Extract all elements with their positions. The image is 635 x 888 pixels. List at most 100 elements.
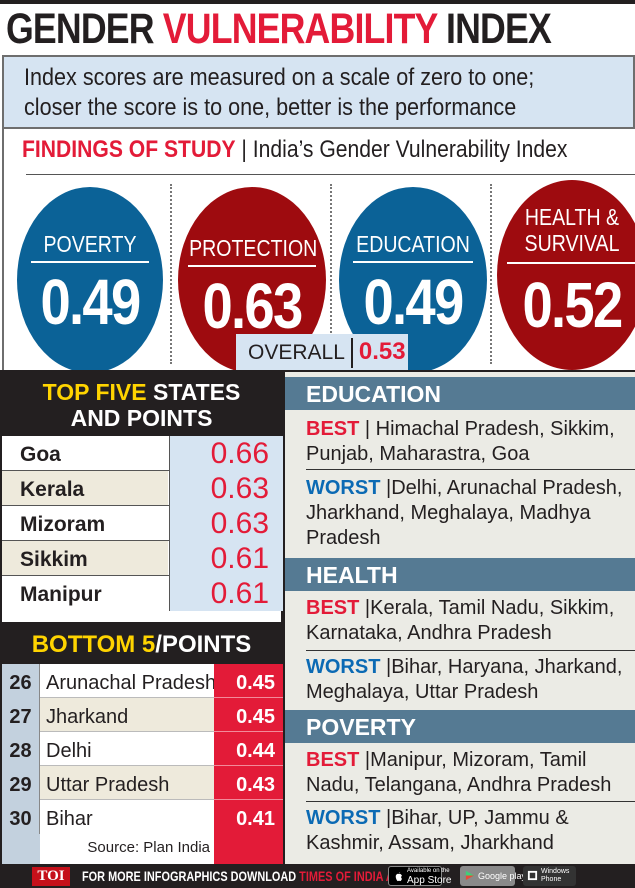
findings-heading: FINDINGS OF STUDY | India’s Gender Vulne…: [22, 136, 567, 164]
page-title: GENDER VULNERABILITY INDEX: [6, 5, 552, 53]
dotted-divider: [170, 184, 172, 364]
top-five-heading: TOP FIVE STATES AND POINTS: [2, 372, 281, 436]
windows-phone-badge[interactable]: Windows Phone: [523, 866, 576, 886]
badge-small-text: Available on the: [407, 868, 450, 874]
overall-label: OVERALL: [248, 341, 345, 364]
circle-label-line-2: SURVIVAL: [524, 230, 620, 256]
table-row: Sikkim 0.61: [2, 541, 283, 576]
findings-label: FINDINGS OF STUDY: [22, 136, 236, 163]
best-label: BEST: [306, 749, 360, 771]
circle-education: EDUCATION 0.49: [339, 187, 487, 373]
footer-text: FOR MORE INFOGRAPHICS DOWNLOAD TIMES OF …: [82, 866, 408, 886]
state-points: 0.66: [169, 436, 283, 471]
top-five-highlight: TOP FIVE: [42, 379, 147, 405]
badge-small-text: Windows: [541, 868, 570, 875]
circle-rule: [353, 261, 473, 263]
circle-value: 0.63: [202, 270, 303, 342]
state-points: 0.63: [169, 471, 283, 506]
best-label: BEST: [306, 597, 360, 619]
worst-label: WORST: [306, 656, 381, 678]
state-name: Jharkand: [40, 698, 214, 732]
circle-rule: [188, 265, 316, 267]
divider: [306, 650, 635, 651]
findings-separator: |: [241, 136, 247, 163]
state-points: 0.63: [169, 506, 283, 541]
circle-value: 0.49: [40, 266, 141, 338]
badge-big-text: App Store: [407, 875, 452, 886]
state-points: 0.44: [214, 732, 283, 766]
state-name: Uttar Pradesh: [40, 766, 214, 800]
best-label: BEST: [306, 418, 360, 440]
state-name: Delhi: [40, 732, 214, 766]
state-name: Mizoram: [20, 513, 106, 536]
table-row: 26 Arunachal Pradesh 0.45: [2, 664, 283, 698]
findings-rule: [26, 174, 635, 175]
source-note: Source: Plan India: [40, 834, 214, 864]
table-row: Mizoram 0.63: [2, 506, 283, 541]
table-row: Kerala 0.63: [2, 471, 283, 506]
state-rank: 29: [2, 766, 40, 800]
circle-label: EDUCATION: [356, 231, 470, 257]
bottom-five-highlight: BOTTOM 5: [31, 631, 156, 658]
worst-states: Delhi, Arunachal Pradesh, Jharkhand, Meg…: [306, 477, 623, 549]
state-points: 0.43: [214, 766, 283, 800]
dotted-divider: [490, 184, 492, 364]
google-play-badge[interactable]: Google play: [460, 866, 527, 886]
overall-separator: [350, 338, 353, 369]
state-points: 0.45: [214, 698, 283, 732]
state-rankings-panel: TOP FIVE STATES AND POINTS Goa 0.66 Kera…: [0, 370, 285, 864]
education-best: BEST | Himachal Pradesh, Sikkim, Punjab,…: [306, 418, 615, 465]
poverty-best: BEST |Manipur, Mizoram, Tamil Nadu, Tela…: [306, 749, 612, 796]
best-states: Himachal Pradesh, Sikkim, Punjab, Mahara…: [306, 418, 615, 465]
footer-text-red: TIMES OF INDIA APP: [299, 868, 409, 884]
divider: [306, 469, 635, 470]
divider: [306, 801, 635, 802]
footer-bar: TOI FOR MORE INFOGRAPHICS DOWNLOAD TIMES…: [0, 864, 635, 888]
best-states: Kerala, Tamil Nadu, Sikkim, Karnataka, A…: [306, 597, 615, 644]
state-name: Manipur: [20, 583, 102, 606]
badge-big-text: Google play: [478, 871, 527, 881]
bottom-five-heading-rest: /POINTS: [155, 631, 252, 658]
intro-line-1: Index scores are measured on a scale of …: [24, 64, 535, 91]
state-rank: 26: [2, 664, 40, 698]
title-part-1: GENDER: [6, 5, 155, 53]
circle-label: PROTECTION: [189, 235, 318, 261]
state-rank: 28: [2, 732, 40, 766]
best-states: Manipur, Mizoram, Tamil Nadu, Telangana,…: [306, 749, 612, 796]
section-heading-health: HEALTH: [285, 558, 635, 591]
findings-section: FINDINGS OF STUDY | India’s Gender Vulne…: [2, 128, 635, 373]
circle-poverty: POVERTY 0.49: [17, 187, 163, 373]
state-name: Kerala: [2, 471, 168, 505]
top-five-heading-rest: STATES: [153, 379, 241, 405]
worst-label: WORST: [306, 807, 381, 829]
state-name: Sikkim: [2, 541, 168, 575]
table-row: Goa 0.66: [2, 436, 283, 471]
table-row: Manipur 0.61: [2, 576, 283, 611]
table-row: 30 Bihar 0.41: [2, 800, 283, 834]
play-icon: [465, 870, 475, 881]
intro-box: Index scores are measured on a scale of …: [2, 55, 635, 129]
table-row: 28 Delhi 0.44: [2, 732, 283, 766]
table-row: 29 Uttar Pradesh 0.43: [2, 766, 283, 800]
education-worst: WORST |Delhi, Arunachal Pradesh, Jharkha…: [306, 477, 623, 549]
state-points: 0.41: [214, 800, 283, 834]
circle-label-line-1: HEALTH &: [524, 204, 620, 230]
apple-icon: [395, 871, 402, 882]
bottom-five-heading: BOTTOM 5/POINTS: [2, 622, 281, 664]
toi-logo[interactable]: TOI: [32, 867, 70, 886]
badge-big-text: Phone: [541, 876, 562, 883]
worst-states: Bihar, UP, Jammu & Kashmir, Assam, Jhark…: [306, 807, 569, 854]
dotted-divider: [330, 184, 332, 364]
table-row: 27 Jharkand 0.45: [2, 698, 283, 732]
intro-line-2: closer the score is to one, better is th…: [24, 94, 517, 121]
title-part-3: INDEX: [445, 5, 552, 53]
app-store-badge[interactable]: Available on the App Store: [388, 866, 452, 886]
rank-column-fill: [2, 834, 40, 864]
circle-rule: [507, 262, 635, 264]
overall-value: 0.53: [358, 338, 406, 365]
circle-rule: [31, 261, 149, 263]
state-name: Arunachal Pradesh: [40, 664, 216, 698]
best-worst-panel: EDUCATION BEST | Himachal Pradesh, Sikki…: [285, 370, 635, 864]
state-rank: 27: [2, 698, 40, 732]
overall-score-box: OVERALL 0.53: [236, 334, 408, 370]
